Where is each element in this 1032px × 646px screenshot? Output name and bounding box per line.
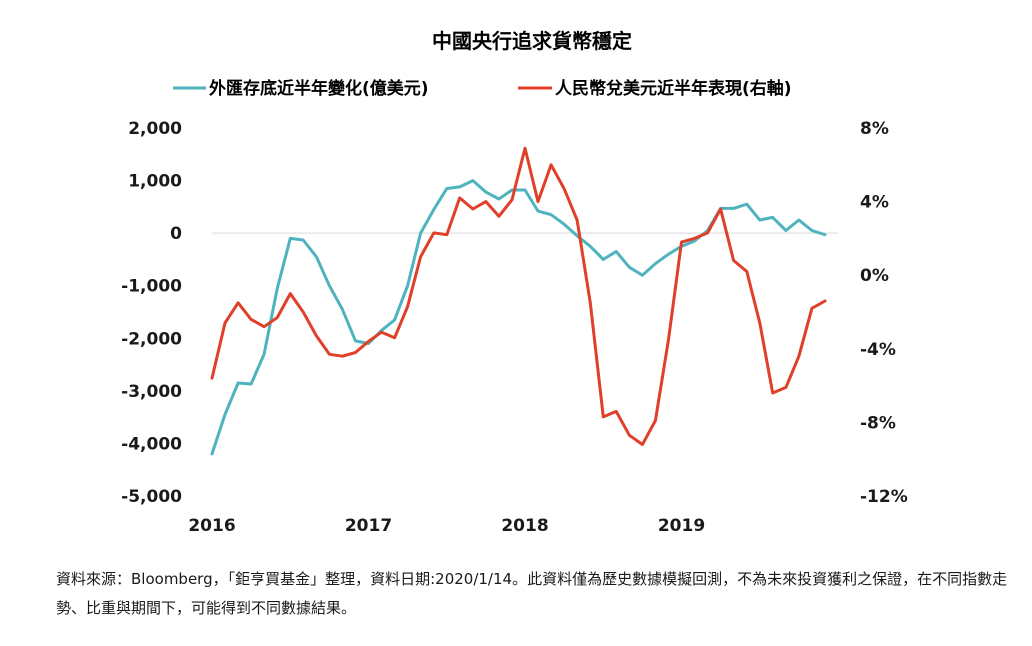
y-right-tick-label: -4%	[860, 340, 896, 360]
y-left-tick-label: 2,000	[128, 119, 182, 139]
series-line-rmb	[210, 146, 827, 446]
y-left-tick-label: 0	[170, 224, 182, 244]
chart-title: 中國央行追求貨幣穩定	[432, 29, 632, 53]
x-tick-label: 2016	[188, 516, 235, 536]
source-note: 資料來源：Bloomberg，「鉅亨買基金」整理，資料日期:2020/1/14。…	[56, 570, 1008, 617]
legend-label-fx-reserves: 外匯存底近半年變化(億美元)	[209, 78, 429, 99]
y-left-tick-label: 1,000	[128, 172, 182, 192]
x-tick-label: 2019	[658, 516, 705, 536]
y-left-tick-label: -3,000	[121, 382, 182, 402]
y-right-tick-label: 4%	[860, 193, 889, 213]
y-left-tick-label: -1,000	[121, 277, 182, 297]
legend: 外匯存底近半年變化(億美元) 人民幣兌美元近半年表現(右軸)	[173, 78, 792, 99]
x-tick-label: 2018	[501, 516, 548, 536]
series-line-fx-reserves	[210, 179, 827, 456]
y-left-tick-label: -2,000	[121, 329, 182, 349]
y-left-tick-label: -4,000	[121, 434, 182, 454]
y-right-tick-label: -12%	[860, 487, 908, 507]
y-right-tick-label: -8%	[860, 413, 896, 433]
y-right-tick-label: 0%	[860, 266, 889, 286]
axes: 2,000 1,000 0 -1,000 -2,000 -3,000 -4,000 -5,00…	[121, 119, 908, 536]
line-chart: 中國央行追求貨幣穩定 外匯存底近半年變化(億美元) 人民幣兌美元近半年表現(右軸…	[121, 29, 908, 536]
y-left-tick-label: -5,000	[121, 487, 182, 507]
legend-label-rmb: 人民幣兌美元近半年表現(右軸)	[555, 78, 792, 99]
x-tick-label: 2017	[345, 516, 392, 536]
series-lines	[210, 146, 827, 456]
y-right-tick-label: 8%	[860, 119, 889, 139]
